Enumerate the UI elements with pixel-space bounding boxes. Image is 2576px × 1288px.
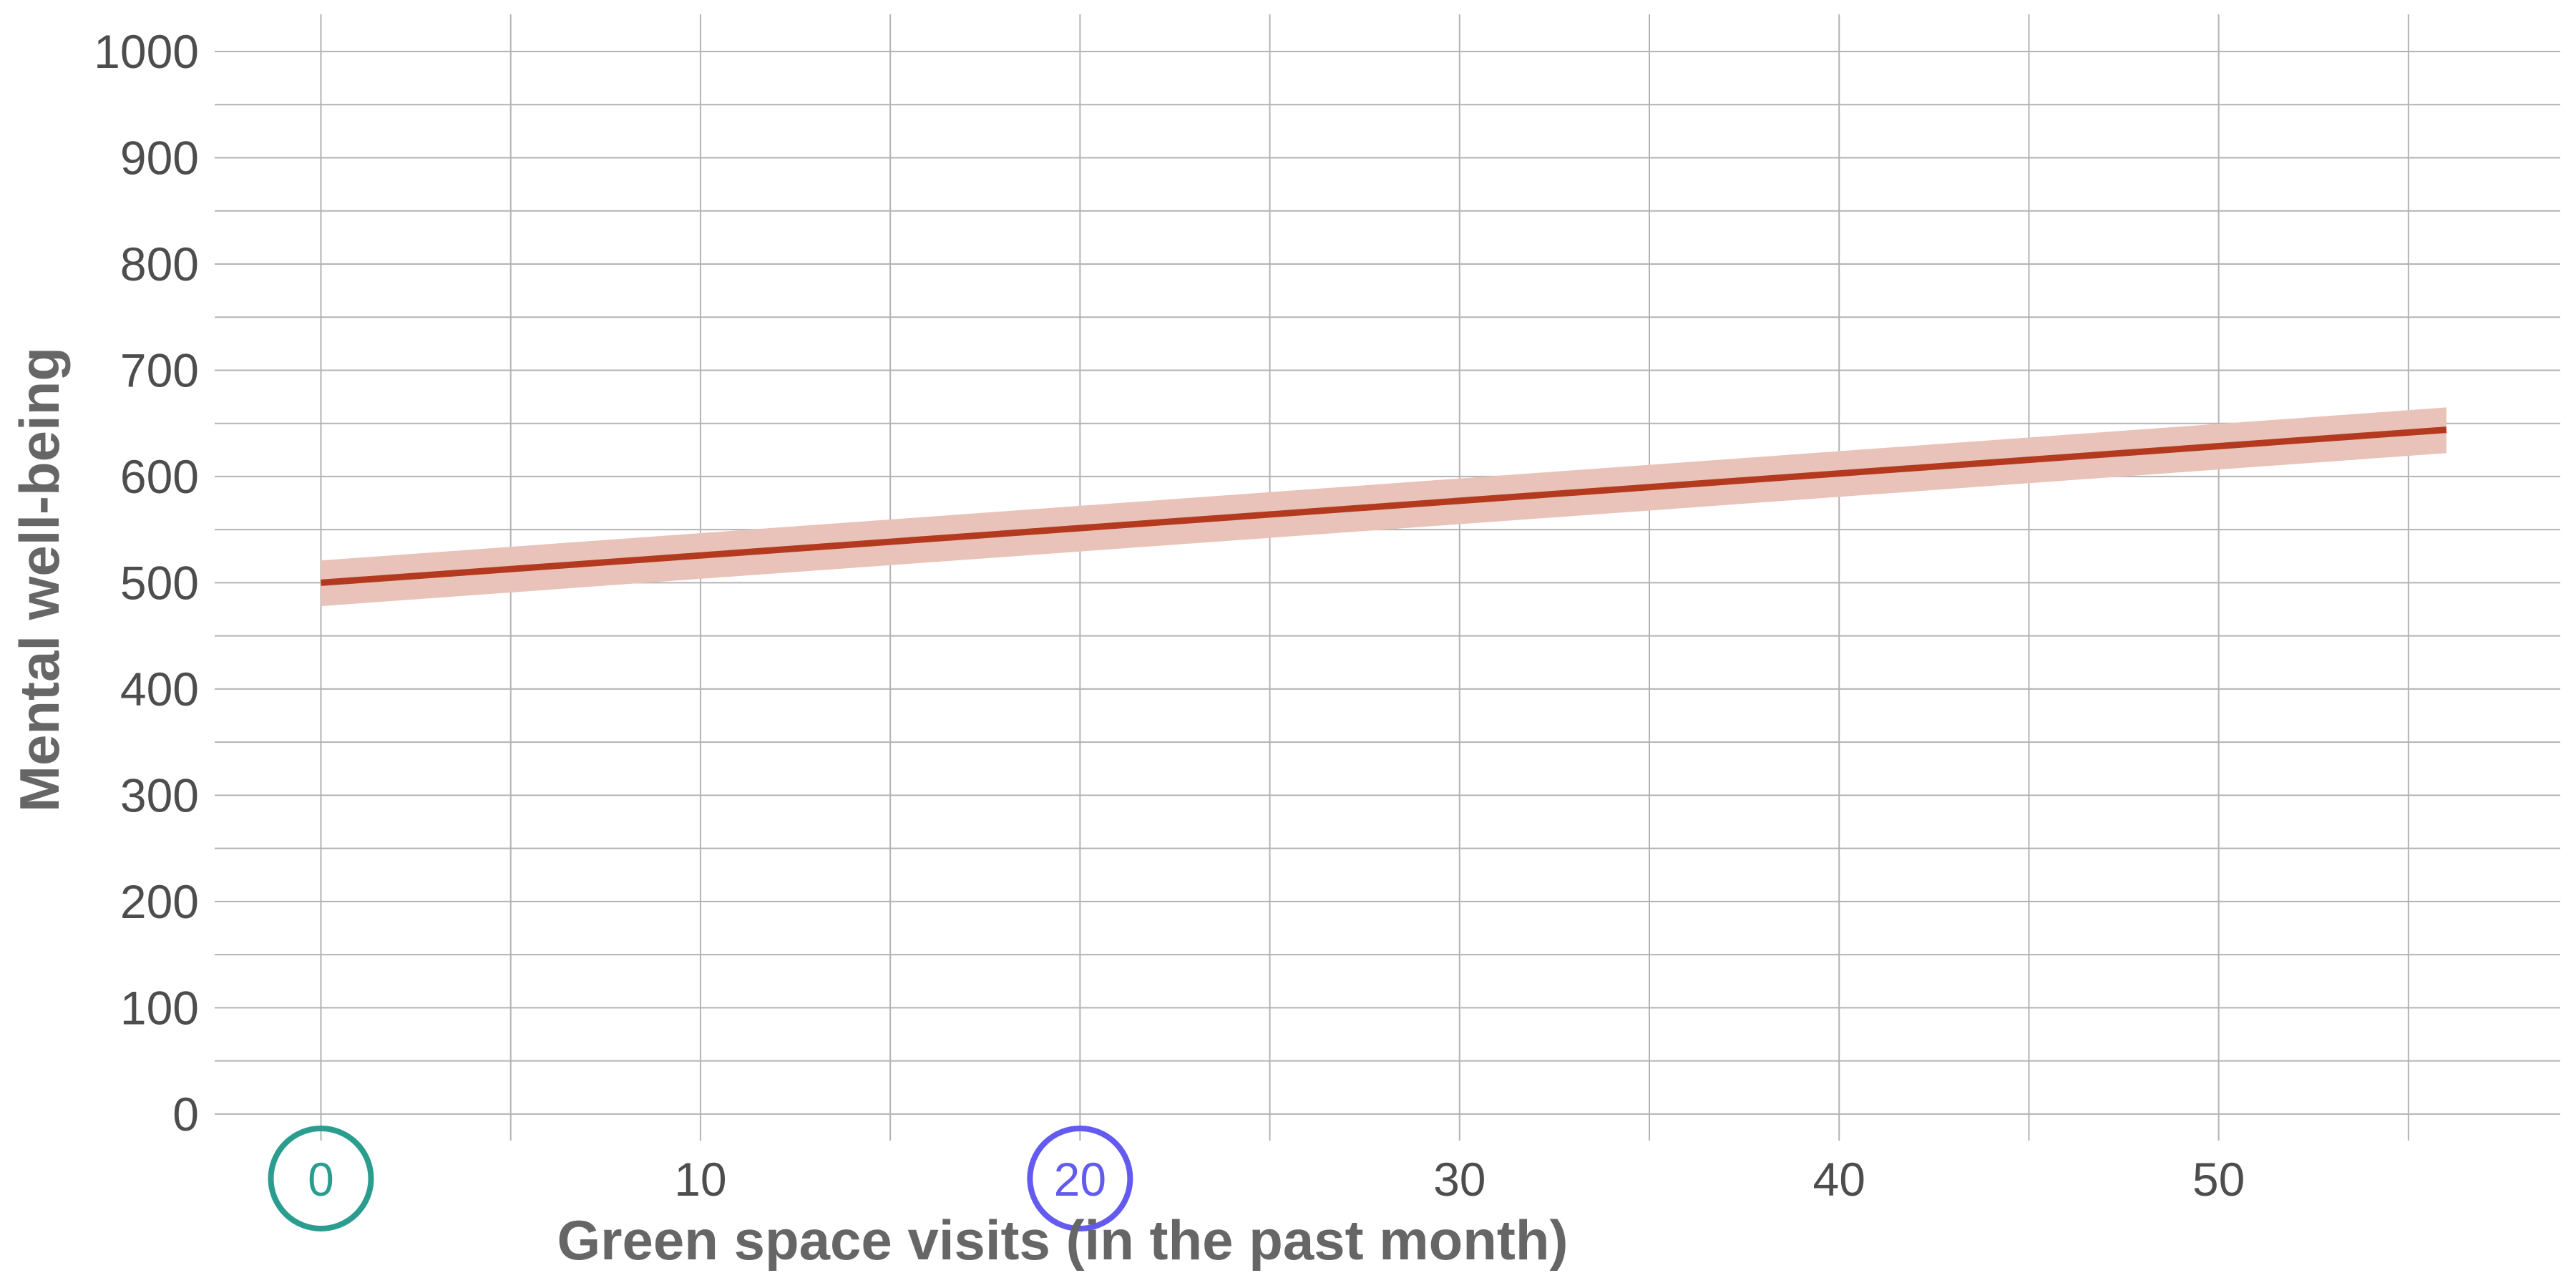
x-tick-label: 10	[674, 1153, 726, 1206]
series-line	[321, 426, 2447, 586]
y-tick-label: 800	[120, 238, 199, 291]
x-tick-highlight-circle	[1027, 1126, 1133, 1231]
x-axis-title: Green space visits (in the past month)	[557, 1209, 1568, 1272]
x-tick-labels: 0 10 20 30 40 50	[268, 1126, 2245, 1231]
y-tick-label: 100	[120, 981, 199, 1034]
y-tick-label: 400	[120, 663, 199, 716]
y-tick-label: 1000	[94, 25, 199, 78]
y-tick-label: 600	[120, 450, 199, 503]
y-tick-label: 300	[120, 769, 199, 821]
x-tick-label: 30	[1433, 1153, 1485, 1206]
x-tick-label: 0	[308, 1153, 334, 1206]
y-tick-label: 900	[120, 131, 199, 184]
y-tick-label: 0	[172, 1088, 199, 1141]
series-line-group	[321, 426, 2447, 586]
y-tick-label: 700	[120, 343, 199, 396]
x-tick-highlight-circle	[268, 1126, 374, 1231]
x-tick-label: 40	[1813, 1153, 1865, 1206]
y-axis-title: Mental well-being	[8, 347, 71, 812]
y-tick-labels: 0 100 200 300 400 500 600 700 800 900 1000	[94, 25, 199, 1141]
x-tick-label: 50	[2192, 1153, 2245, 1206]
x-tick-label: 20	[1054, 1153, 1106, 1206]
y-tick-label: 500	[120, 556, 199, 609]
y-tick-label: 200	[120, 875, 199, 928]
